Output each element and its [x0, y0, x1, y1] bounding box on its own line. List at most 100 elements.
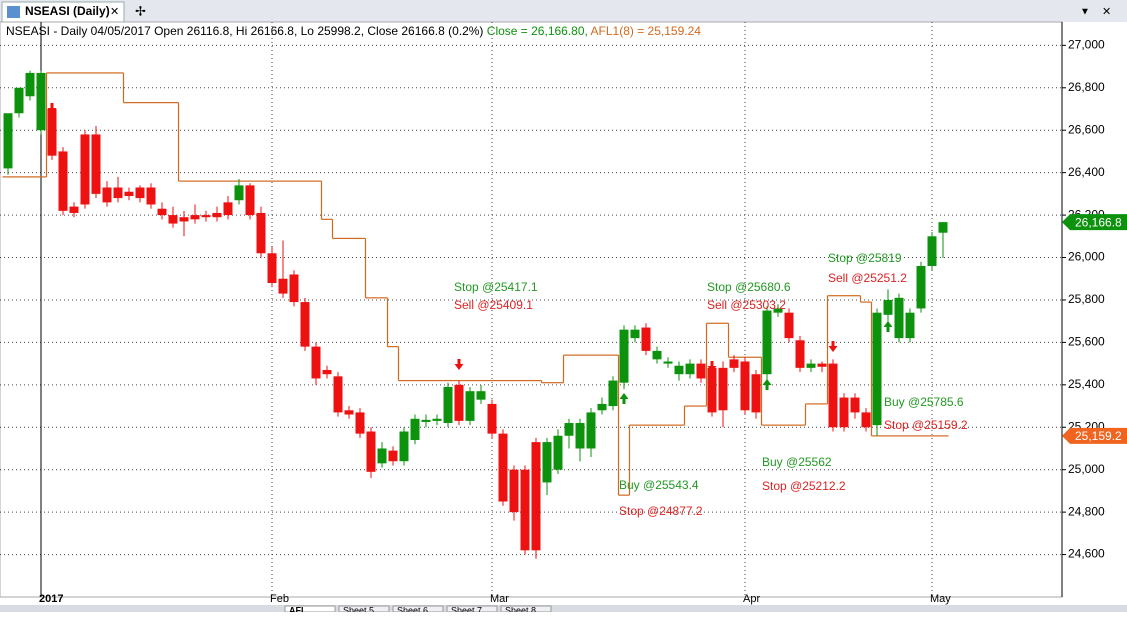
new-tab[interactable]: ✢ — [135, 3, 146, 18]
y-tick-label: 25,000 — [1068, 462, 1105, 476]
candle-body — [476, 391, 486, 400]
annotation: Sell @25251.2 — [828, 271, 907, 285]
candle-body — [641, 327, 651, 351]
candle-body — [795, 340, 805, 368]
candle-body — [916, 266, 926, 309]
candle-body — [520, 469, 530, 551]
candle-body — [179, 217, 189, 222]
candle-body — [608, 380, 618, 407]
candle-body — [267, 253, 277, 283]
candle-body — [113, 187, 123, 199]
y-tick-label: 25,400 — [1068, 377, 1105, 391]
chart-layer: 24,60024,80025,00025,20025,40025,60025,8… — [0, 22, 1127, 605]
sell-arrow — [47, 103, 57, 114]
candle-body — [102, 187, 112, 203]
y-tick-label: 25,600 — [1068, 335, 1105, 349]
candle-body — [751, 374, 761, 413]
sheet-tab-label: Sheet 8 — [505, 605, 536, 612]
candle-body — [421, 419, 431, 422]
close-tag — [1062, 214, 1127, 231]
annotation: Stop @25159.2 — [884, 418, 968, 432]
annotation: Stop @25212.2 — [762, 479, 846, 493]
candle-body — [432, 418, 442, 421]
candle-body — [619, 329, 629, 383]
y-tick-label: 26,600 — [1068, 122, 1105, 136]
menu-button[interactable]: ▼ — [1080, 7, 1090, 18]
candle-body — [707, 367, 717, 413]
tab-close[interactable]: ✕ — [110, 6, 119, 18]
candle-body — [146, 187, 156, 205]
candle-body — [311, 346, 321, 379]
annotation: Stop @25680.6 — [707, 280, 791, 294]
sell-arrow — [454, 359, 464, 370]
candle-body — [289, 274, 299, 303]
candle-body — [498, 433, 508, 502]
buy-arrow — [883, 321, 893, 332]
candle-body — [234, 185, 244, 201]
candle-body — [729, 359, 739, 368]
candle-body — [685, 363, 695, 375]
chart-title: NSEASI - Daily 04/05/2017 Open 26116.8, … — [6, 24, 701, 38]
candle-body — [388, 450, 398, 462]
sheet-tab-label: AFL — [289, 605, 307, 612]
close-button[interactable]: ✕ — [1102, 6, 1111, 18]
annotation: Stop @24877.2 — [619, 504, 703, 518]
candle-body — [80, 134, 90, 205]
annotation: Sell @25409.1 — [454, 298, 533, 312]
y-tick-label: 24,600 — [1068, 547, 1105, 561]
close-tag-label: 26,166.8 — [1075, 215, 1122, 229]
annotation: Sell @25303.2 — [707, 298, 786, 312]
y-tick-label: 26,800 — [1068, 80, 1105, 94]
candle-body — [872, 312, 882, 426]
candle-body — [410, 418, 420, 440]
sheet-tab-label: Sheet 5 — [343, 605, 374, 612]
candle-body — [465, 391, 475, 421]
candle-body — [3, 113, 13, 169]
title-main: NSEASI - Daily 04/05/2017 Open 26116.8, … — [6, 24, 483, 38]
candle-body — [322, 369, 332, 375]
annotation: Stop @25417.1 — [454, 280, 538, 294]
candle-body — [47, 108, 57, 156]
candle-body — [806, 363, 816, 368]
candle-body — [245, 185, 255, 216]
candle-body — [663, 361, 673, 364]
candle-body — [597, 403, 607, 411]
candle-body — [817, 363, 827, 367]
candle-body — [355, 412, 365, 434]
annotation: Buy @25785.6 — [884, 395, 964, 409]
candle-body — [157, 208, 167, 216]
x-tick-label: 2017 — [39, 593, 63, 605]
afl-tag — [1062, 427, 1127, 444]
candle-body — [69, 206, 79, 213]
afl-tag-label: 25,159.2 — [1075, 429, 1122, 443]
candle-body — [399, 431, 409, 462]
candle-body — [740, 361, 750, 411]
candle-body — [575, 423, 585, 449]
tab-icon — [7, 6, 20, 18]
annotation: Buy @25562 — [762, 455, 832, 469]
candle-body — [377, 448, 387, 464]
annotation: Buy @25543.4 — [619, 478, 699, 492]
sell-arrow — [828, 341, 838, 352]
annotation: Stop @25819 — [828, 251, 902, 265]
candle-body — [630, 329, 640, 339]
tab-strip — [0, 605, 1127, 612]
x-tick-label: Feb — [270, 593, 289, 605]
candle-body — [773, 308, 783, 313]
candle-body — [696, 363, 706, 379]
candle-body — [212, 212, 222, 218]
y-tick-label: 25,800 — [1068, 292, 1105, 306]
candle-body — [344, 410, 354, 415]
candle-body — [652, 350, 662, 360]
candle-body — [443, 386, 453, 424]
candle-body — [718, 367, 728, 411]
candle-body — [300, 302, 310, 347]
candle-body — [25, 72, 35, 97]
candle-body — [168, 215, 178, 224]
window-tab-label: NSEASI (Daily) — [25, 4, 110, 18]
y-tick-label: 26,400 — [1068, 165, 1105, 179]
sell-arrow — [707, 361, 717, 372]
candle-body — [36, 72, 46, 131]
candle-body — [135, 187, 145, 199]
